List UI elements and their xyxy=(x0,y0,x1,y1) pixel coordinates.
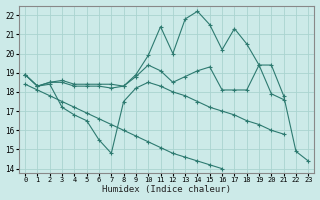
X-axis label: Humidex (Indice chaleur): Humidex (Indice chaleur) xyxy=(102,185,231,194)
